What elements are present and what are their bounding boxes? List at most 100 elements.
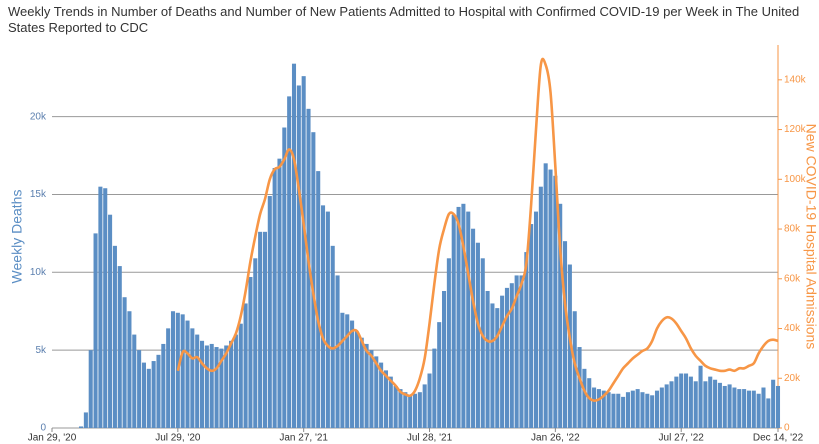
bar: [717, 382, 722, 428]
bar: [553, 175, 558, 428]
bar: [548, 169, 553, 428]
bar: [698, 365, 703, 428]
bar: [103, 188, 108, 428]
bar: [625, 392, 630, 428]
bar: [233, 334, 238, 428]
x-tick-label: Jan 26, '22: [531, 433, 580, 444]
bar: [388, 376, 393, 428]
bar: [267, 196, 272, 428]
y-tick-label: 10k: [30, 267, 47, 278]
x-tick-label: Jan 27, '21: [279, 433, 328, 444]
bar: [746, 390, 751, 428]
bar: [224, 345, 229, 428]
bar: [161, 343, 166, 428]
bar: [442, 290, 447, 428]
bar: [258, 231, 263, 428]
bar: [166, 328, 171, 428]
bar: [688, 376, 693, 428]
bar: [311, 132, 316, 428]
bar: [321, 205, 326, 428]
bar: [630, 390, 635, 428]
line: [176, 57, 779, 402]
bar: [316, 171, 321, 429]
bar: [727, 384, 732, 428]
bar: [456, 206, 461, 428]
bar: [345, 314, 350, 428]
x-tick-label: Jul 29, '20: [155, 433, 201, 444]
bar: [446, 258, 451, 428]
bar: [756, 393, 761, 428]
bar: [417, 392, 422, 428]
bar: [645, 393, 650, 428]
bar: [664, 384, 669, 428]
bar: [471, 228, 476, 428]
bar: [108, 214, 113, 428]
bar: [98, 186, 103, 428]
bar: [156, 354, 161, 428]
bar: [243, 303, 248, 428]
bar: [538, 186, 543, 428]
bar: [301, 76, 306, 428]
bar: [606, 392, 611, 428]
bar: [364, 343, 369, 428]
bar: [383, 370, 388, 428]
bar: [291, 63, 297, 429]
bar: [248, 276, 253, 428]
bar: [296, 85, 301, 428]
y2-tick-label: 60k: [784, 273, 801, 284]
bar: [141, 362, 146, 428]
bar: [713, 379, 718, 428]
bar: [466, 211, 471, 428]
bar: [669, 381, 674, 428]
bar: [282, 127, 287, 428]
bar: [185, 320, 190, 428]
bar: [83, 412, 88, 428]
bar: [509, 283, 514, 428]
bar: [432, 348, 437, 428]
bar: [611, 393, 616, 428]
bar: [408, 395, 413, 428]
bar: [137, 350, 142, 428]
bar: [393, 385, 398, 428]
bar: [659, 387, 664, 428]
bar: [775, 385, 781, 428]
bar: [330, 245, 335, 428]
bar: [563, 241, 568, 428]
bar: [500, 295, 505, 428]
y-tick-label: 20k: [30, 111, 47, 122]
bar: [693, 381, 698, 428]
bar: [490, 303, 495, 428]
y2-tick-label: 0: [784, 423, 790, 434]
y-tick-label: 0: [40, 423, 46, 434]
bar: [485, 290, 490, 428]
bar: [238, 323, 243, 428]
bar: [272, 167, 277, 428]
bar: [533, 211, 539, 428]
y-tick-label: 5k: [35, 345, 47, 356]
bar: [127, 311, 132, 428]
bar: [751, 390, 756, 428]
bar: [616, 393, 621, 428]
bar: [437, 322, 442, 428]
bar: [737, 389, 742, 428]
bar: [112, 245, 117, 428]
bar: [422, 384, 427, 428]
y2-tick-label: 20k: [784, 373, 801, 384]
bar: [427, 373, 432, 428]
bar: [480, 258, 485, 428]
bar: [771, 379, 776, 428]
bar: [461, 203, 466, 428]
bar: [379, 362, 384, 428]
bar: [650, 395, 655, 428]
bar: [621, 396, 626, 428]
bar: [170, 311, 176, 428]
bar: [354, 331, 359, 428]
bar: [475, 242, 480, 428]
bar: [495, 308, 500, 428]
bar: [519, 275, 524, 428]
bar: [558, 203, 563, 428]
x-tick-label: Dec 14, '22: [753, 433, 804, 444]
bar: [703, 381, 708, 428]
bar: [340, 312, 345, 428]
y-axis-title: Weekly Deaths: [9, 190, 25, 284]
